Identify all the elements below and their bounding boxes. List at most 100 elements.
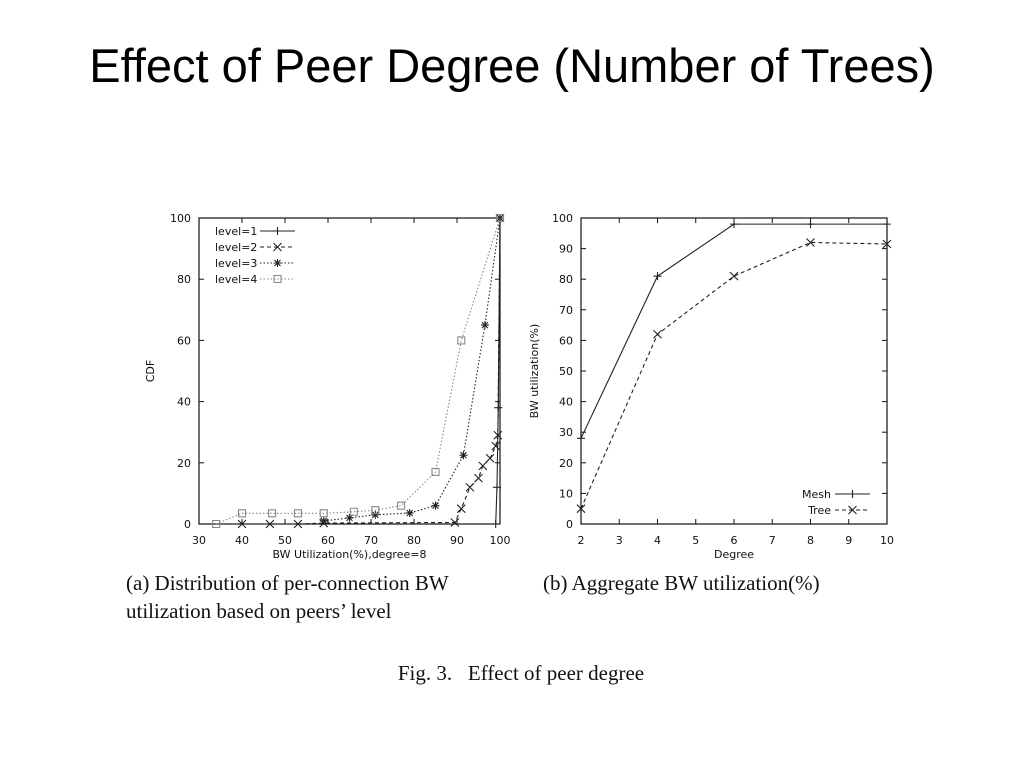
x-tick-label: 50 bbox=[278, 534, 292, 547]
legend-marker bbox=[848, 490, 857, 498]
data-marker bbox=[459, 451, 468, 460]
y-tick-label: 50 bbox=[559, 365, 573, 378]
x-tick-label: 40 bbox=[235, 534, 249, 547]
y-tick-label: 30 bbox=[559, 426, 573, 439]
y-tick-label: 60 bbox=[177, 334, 191, 347]
x-tick-label: 8 bbox=[807, 534, 814, 547]
legend-marker-shape bbox=[848, 490, 857, 498]
y-tick-label: 90 bbox=[559, 243, 573, 256]
legend-marker-shape bbox=[273, 227, 282, 235]
y-tick-label: 40 bbox=[559, 396, 573, 409]
y-tick-label: 70 bbox=[559, 304, 573, 317]
x-tick-label: 9 bbox=[845, 534, 852, 547]
figure-caption: Fig. 3. Effect of peer degree bbox=[398, 661, 644, 685]
data-marker bbox=[478, 461, 488, 471]
data-marker bbox=[212, 519, 221, 529]
legend-marker-shape bbox=[273, 259, 282, 267]
data-marker bbox=[345, 513, 354, 522]
legend-marker-shape bbox=[273, 242, 282, 252]
y-tick-label: 40 bbox=[177, 396, 191, 409]
data-marker bbox=[492, 483, 501, 492]
legend-marker bbox=[273, 274, 282, 284]
data-marker bbox=[431, 467, 440, 477]
legend-label: level=3 bbox=[215, 257, 257, 270]
data-marker bbox=[237, 519, 247, 529]
data-marker bbox=[577, 434, 585, 443]
x-tick-label: 7 bbox=[769, 534, 776, 547]
data-marker bbox=[474, 473, 483, 483]
legend-marker bbox=[273, 242, 282, 252]
data-marker bbox=[237, 509, 247, 518]
data-marker bbox=[653, 329, 662, 339]
data-marker bbox=[456, 504, 466, 514]
legend-marker bbox=[273, 227, 282, 235]
legend-label: level=2 bbox=[215, 241, 257, 254]
data-marker bbox=[495, 213, 505, 223]
data-marker bbox=[431, 501, 440, 510]
data-marker bbox=[293, 519, 303, 529]
x-tick-label: 90 bbox=[450, 534, 464, 547]
caption-a-line: utilization based on peers’ level bbox=[126, 599, 392, 623]
x-tick-label: 30 bbox=[192, 534, 206, 547]
x-tick-label: 2 bbox=[578, 534, 585, 547]
y-tick-label: 10 bbox=[559, 487, 573, 500]
y-tick-label: 80 bbox=[177, 273, 191, 286]
data-marker bbox=[491, 441, 501, 451]
data-marker bbox=[491, 520, 500, 528]
y-tick-label: 80 bbox=[559, 273, 573, 286]
data-marker bbox=[493, 430, 503, 440]
legend-marker-shape bbox=[273, 274, 282, 284]
series-line bbox=[323, 217, 501, 522]
plot-frame bbox=[198, 217, 501, 525]
y-axis-label: BW utilization(%) bbox=[528, 324, 541, 419]
data-marker bbox=[319, 509, 328, 518]
y-tick-label: 20 bbox=[177, 457, 191, 470]
data-marker bbox=[576, 504, 586, 514]
data-marker bbox=[730, 220, 738, 229]
data-marker bbox=[806, 238, 815, 247]
data-marker bbox=[457, 336, 466, 345]
x-tick-label: 80 bbox=[407, 534, 421, 547]
legend-label: level=4 bbox=[215, 273, 257, 286]
x-tick-label: 70 bbox=[364, 534, 378, 547]
data-marker bbox=[293, 509, 302, 518]
y-tick-label: 0 bbox=[566, 518, 573, 531]
x-tick-label: 6 bbox=[731, 534, 738, 547]
y-tick-label: 100 bbox=[552, 212, 573, 225]
data-marker bbox=[319, 516, 328, 525]
series-line bbox=[580, 241, 888, 509]
data-marker bbox=[450, 518, 460, 527]
y-axis-label: CDF bbox=[144, 360, 157, 382]
data-marker bbox=[405, 508, 414, 517]
series-line bbox=[215, 217, 501, 525]
caption-b: (b) Aggregate BW utilization(%) bbox=[543, 571, 820, 595]
data-marker bbox=[465, 482, 475, 492]
x-axis-label: BW Utilization(%),degree=8 bbox=[273, 548, 427, 561]
data-marker bbox=[397, 501, 406, 510]
x-tick-label: 10 bbox=[880, 534, 894, 547]
data-marker bbox=[371, 510, 380, 519]
x-tick-label: 100 bbox=[490, 534, 511, 547]
data-marker bbox=[480, 321, 489, 330]
slide-title-text: Effect of Peer Degree (Number of Trees) bbox=[89, 39, 935, 92]
legend-label: Mesh bbox=[802, 488, 831, 501]
chart: 2 3 4 5 6 7 8 9 100102030405060708090100DegreeBW… bbox=[528, 212, 894, 561]
data-marker bbox=[729, 271, 739, 281]
y-tick-label: 60 bbox=[559, 334, 573, 347]
data-marker bbox=[349, 507, 358, 516]
y-tick-label: 100 bbox=[170, 212, 191, 225]
y-tick-label: 0 bbox=[184, 518, 191, 531]
legend-label: level=1 bbox=[215, 225, 257, 238]
x-tick-label: 3 bbox=[616, 534, 623, 547]
data-marker bbox=[371, 506, 380, 515]
y-tick-label: 20 bbox=[559, 457, 573, 470]
data-marker bbox=[883, 220, 891, 229]
data-marker bbox=[882, 239, 892, 249]
legend-marker-shape bbox=[848, 505, 857, 515]
data-marker bbox=[485, 453, 495, 463]
x-axis-label: Degree bbox=[714, 548, 754, 561]
legend-marker bbox=[848, 505, 857, 515]
legend-label: Tree bbox=[807, 504, 831, 517]
x-tick-label: 4 bbox=[654, 534, 661, 547]
